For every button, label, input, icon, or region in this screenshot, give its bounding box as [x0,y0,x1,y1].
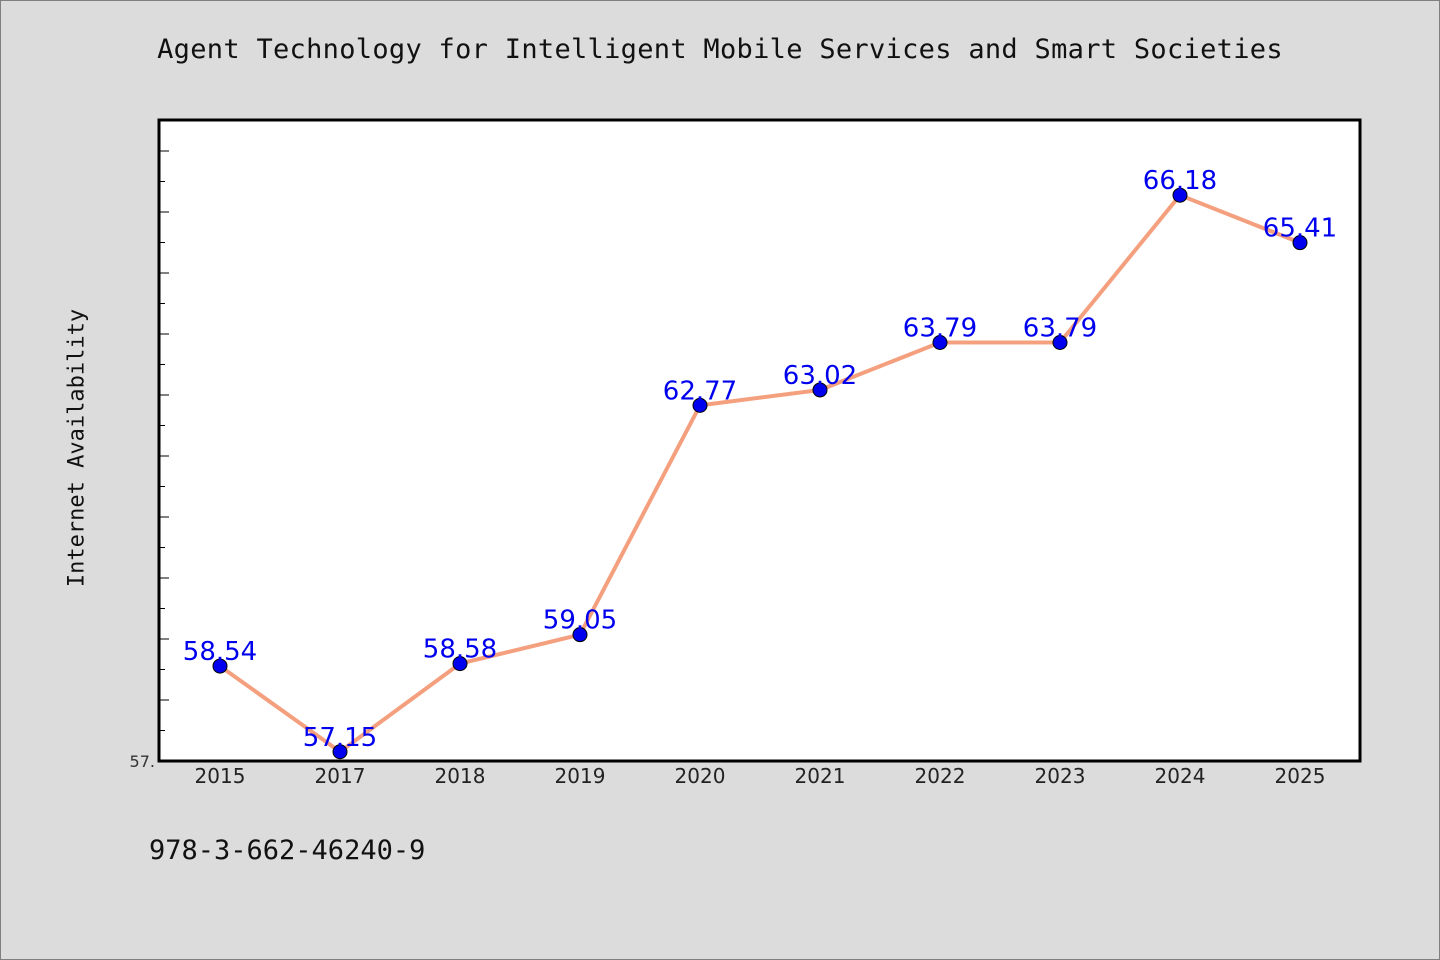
data-point-marker [332,744,348,760]
data-label: 62.77 [663,376,737,406]
x-axis-tick-labels: 2015 2017 2018 2019 2020 2021 2022 2023 2024 2025 [195,764,1326,788]
x-tick-label: 2023 [1035,764,1086,788]
data-label: 57.15 [303,723,377,753]
data-label: 58.58 [423,635,497,665]
series-group: 58.54 57.15 58.58 59.05 62.77 63.02 63.79 63.79… [183,166,1337,760]
x-tick-label: 2015 [195,764,246,788]
y-tick-label: 57. [130,752,155,771]
x-tick-label: 2022 [915,764,966,788]
data-label: 63.02 [783,361,857,391]
x-tick-label: 2018 [435,764,486,788]
series-line [218,193,1302,754]
plot-border [157,118,1362,763]
data-label: 63.79 [1023,314,1097,344]
data-point-marker [572,627,588,643]
x-tick-label: 2017 [315,764,366,788]
chart-title: Agent Technology for Intelligent Mobile … [157,34,1283,65]
x-tick-label: 2020 [675,764,726,788]
data-point-marker [1052,335,1068,351]
x-tick-label: 2024 [1155,764,1206,788]
data-point-marker [1172,187,1188,203]
data-point-marker [1292,235,1308,251]
data-label: 58.54 [183,637,257,667]
data-point-marker [932,335,948,351]
data-label: 63.79 [903,314,977,344]
isbn-footnote: 978-3-662-46240-9 [149,835,426,866]
data-point-marker [452,656,468,672]
data-label: 66.18 [1143,166,1217,196]
x-tick-label: 2021 [795,764,846,788]
data-point-marker [212,658,228,674]
data-label: 65.41 [1263,214,1337,244]
plot-area [159,120,1360,761]
x-tick-label: 2019 [555,764,606,788]
x-tick-label: 2025 [1275,764,1326,788]
data-label: 59.05 [543,606,617,636]
data-point-marker [812,382,828,398]
data-point-marker [692,397,708,413]
